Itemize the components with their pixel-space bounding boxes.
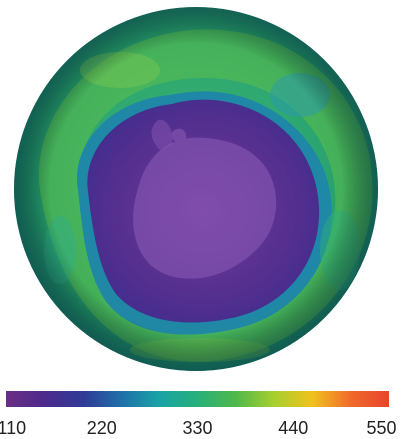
- scale-tick-label: 550: [366, 418, 397, 438]
- color-scale-bar: [6, 391, 389, 407]
- scale-tick-label: 220: [86, 418, 117, 438]
- scale-tick-label: 330: [182, 418, 213, 438]
- scale-tick-label: 440: [278, 418, 309, 438]
- scale-tick-label: 110: [0, 418, 27, 438]
